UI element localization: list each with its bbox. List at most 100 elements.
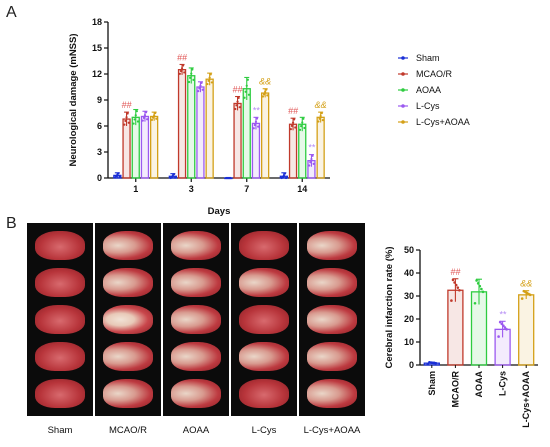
photo-label-sham: Sham <box>47 425 73 436</box>
data-point <box>154 111 157 115</box>
data-point <box>243 96 246 99</box>
data-point <box>522 289 526 293</box>
y-tick-label: 6 <box>97 121 102 131</box>
bar <box>447 289 464 366</box>
significance-marker: ## <box>122 100 133 110</box>
photo-column-lcys-aoaa <box>299 223 365 416</box>
data-point <box>450 299 453 302</box>
legend-label: AOAA <box>416 85 441 95</box>
photo-label-lcys-aoaa: L-Cys+AOAA <box>303 425 361 436</box>
data-point <box>117 172 120 175</box>
data-point <box>294 126 297 129</box>
data-point <box>456 286 460 289</box>
photo-label-aoaa: AOAA <box>182 425 210 436</box>
data-point <box>172 173 176 176</box>
brain-slice <box>307 342 357 371</box>
brain-slice <box>35 342 85 371</box>
brain-slice <box>171 305 221 334</box>
brain-slice <box>239 342 289 371</box>
brain-slice <box>307 231 357 260</box>
brain-slice <box>239 379 289 408</box>
data-point <box>125 116 128 119</box>
data-point <box>134 114 137 117</box>
data-point <box>283 172 287 175</box>
data-point <box>293 118 296 121</box>
data-point <box>520 297 524 300</box>
data-point <box>190 72 193 75</box>
data-point <box>300 125 303 128</box>
legend-label: Sham <box>416 53 440 63</box>
data-point <box>503 326 507 329</box>
x-axis-title: Days <box>208 206 231 217</box>
y-tick-label: 10 <box>404 337 414 347</box>
brain-slice <box>171 379 221 408</box>
significance-marker: && <box>259 77 271 87</box>
bar <box>140 115 150 179</box>
brain-slice <box>103 305 153 334</box>
photo-column-mcao <box>95 223 161 416</box>
legend-swatch-dot <box>401 72 405 76</box>
data-point <box>153 114 156 117</box>
x-tick-label: AOAA <box>474 371 484 398</box>
data-point <box>126 112 129 115</box>
data-point <box>528 293 532 297</box>
bar <box>131 116 140 179</box>
data-point <box>208 76 211 79</box>
brain-slice <box>103 379 153 408</box>
significance-marker: && <box>520 279 532 289</box>
data-point <box>246 78 249 81</box>
data-point <box>252 127 255 130</box>
brain-slice <box>307 268 357 297</box>
brain-slice <box>171 342 221 371</box>
bar <box>518 294 535 366</box>
data-point <box>229 176 232 180</box>
panel-a-label: A <box>6 4 17 21</box>
data-point <box>481 290 485 294</box>
data-point <box>290 124 294 127</box>
photo-label-mcao: MCAO/R <box>109 425 147 436</box>
data-point <box>525 291 529 295</box>
legend-swatch-dot <box>401 88 405 92</box>
bar <box>298 123 307 179</box>
data-point <box>311 154 314 157</box>
data-point <box>198 87 201 90</box>
data-point <box>142 116 145 119</box>
significance-marker: ** <box>499 309 507 319</box>
y-tick-label: 9 <box>97 95 102 105</box>
legend-label: L-Cys <box>416 101 440 111</box>
y-tick-label: 0 <box>409 360 414 370</box>
y-tick-label: 40 <box>404 268 414 278</box>
data-point <box>200 81 203 84</box>
data-point <box>264 90 267 94</box>
data-point <box>199 84 202 87</box>
data-point <box>281 176 284 179</box>
photo-column-lcys <box>231 223 297 416</box>
data-point <box>497 335 500 338</box>
panel-b-label: B <box>6 215 17 232</box>
data-point <box>143 113 147 117</box>
data-point <box>432 361 436 365</box>
bar <box>122 118 131 179</box>
data-point <box>320 112 323 115</box>
photo-label-lcys: L-Cys <box>251 425 277 436</box>
x-tick-label: 3 <box>189 184 194 194</box>
data-point <box>245 84 248 87</box>
data-point <box>317 120 320 123</box>
brain-slice <box>103 231 153 260</box>
photo-column-aoaa <box>163 223 229 416</box>
y-axis-title: Neurological damage (mNSS) <box>68 33 79 166</box>
x-tick-label: 7 <box>244 184 249 194</box>
data-point <box>124 119 127 123</box>
data-point <box>454 283 458 287</box>
data-point <box>291 121 295 124</box>
data-point <box>262 93 266 96</box>
data-point <box>480 287 483 291</box>
bar <box>177 69 187 179</box>
data-point <box>451 278 455 282</box>
data-point <box>238 106 241 109</box>
data-point <box>429 361 433 364</box>
bar <box>187 75 196 179</box>
data-point <box>118 175 121 178</box>
data-point <box>478 284 482 288</box>
data-point <box>183 71 186 74</box>
